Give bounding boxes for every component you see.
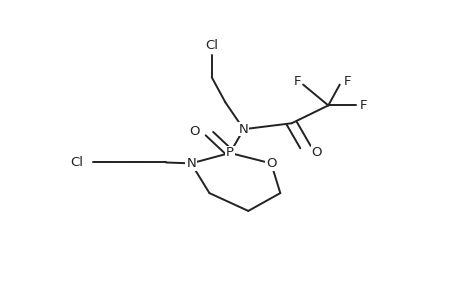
Text: O: O: [311, 146, 321, 159]
Text: O: O: [265, 157, 276, 170]
Text: F: F: [359, 99, 367, 112]
Text: Cl: Cl: [70, 156, 83, 169]
Text: Cl: Cl: [205, 40, 218, 52]
Text: P: P: [225, 146, 234, 160]
Text: O: O: [189, 125, 200, 138]
Text: N: N: [238, 123, 248, 136]
Text: F: F: [342, 74, 350, 88]
Text: F: F: [293, 74, 301, 88]
Text: N: N: [186, 157, 196, 170]
